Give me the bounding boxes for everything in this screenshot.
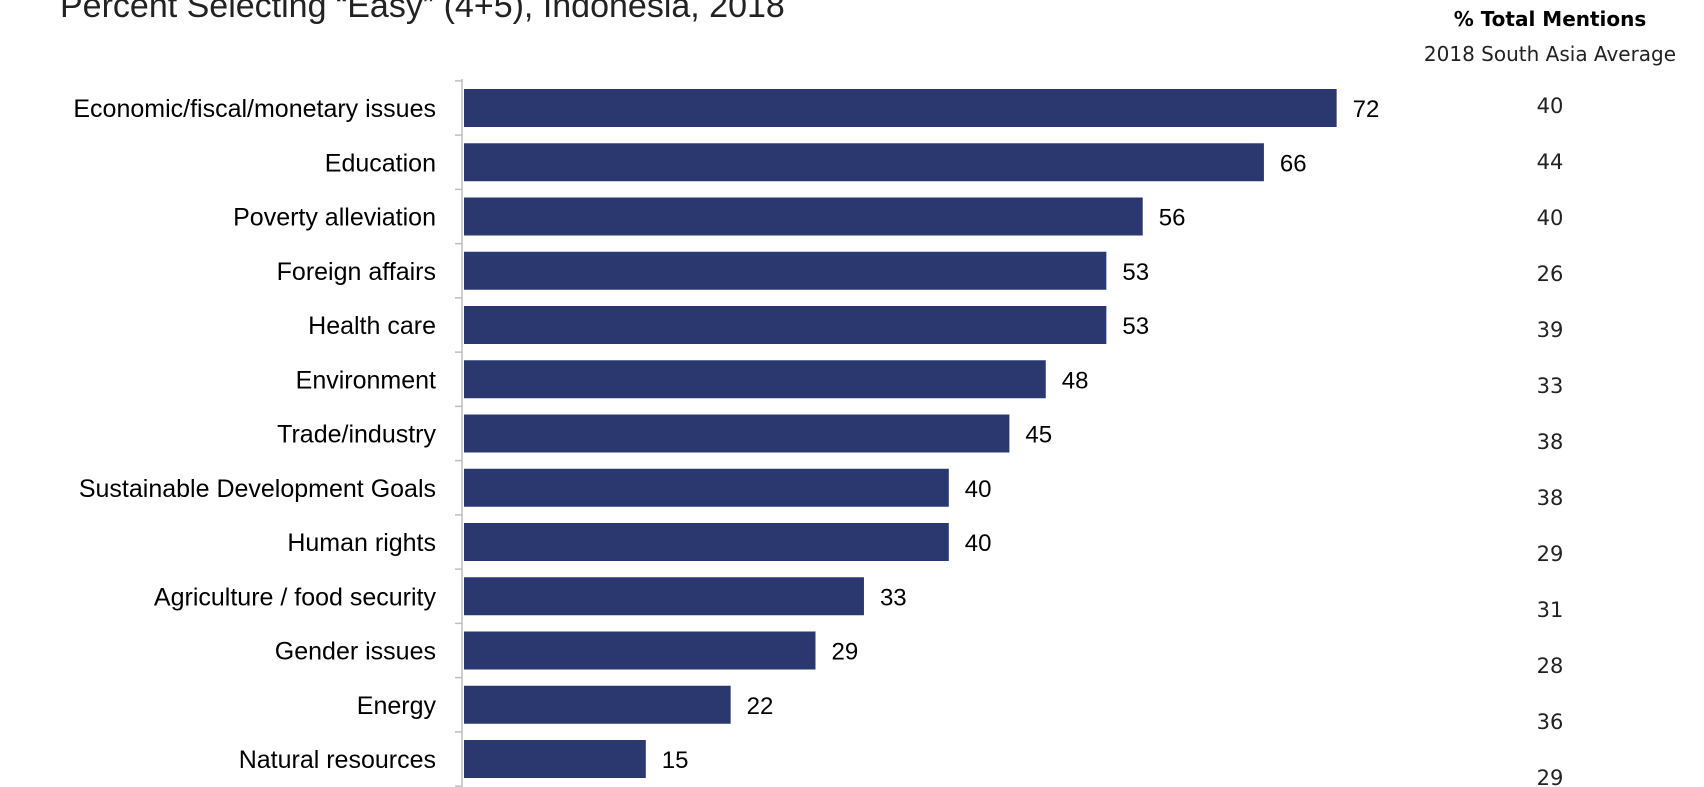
side-column-value: 39	[1537, 318, 1564, 342]
bar	[464, 685, 731, 724]
bar	[464, 251, 1107, 290]
value-label: 29	[831, 639, 858, 666]
category-label: Human rights	[287, 529, 436, 557]
bar	[464, 468, 949, 507]
category-label: Environment	[296, 366, 436, 394]
value-label: 53	[1122, 313, 1149, 340]
value-label: 53	[1122, 259, 1149, 286]
side-column-value: 38	[1537, 486, 1564, 510]
bars-group	[464, 89, 1337, 778]
category-label: Gender issues	[275, 638, 436, 666]
side-column-value: 26	[1537, 262, 1564, 286]
side-column-value: 40	[1537, 94, 1564, 118]
bar	[464, 577, 864, 616]
value-label: 48	[1062, 367, 1089, 394]
category-labels: Economic/fiscal/monetary issues Education…	[73, 95, 436, 774]
category-label: Health care	[308, 312, 436, 340]
category-label: Poverty alleviation	[233, 204, 436, 232]
bar	[464, 143, 1264, 182]
category-label: Foreign affairs	[277, 258, 436, 286]
bar	[464, 740, 646, 778]
side-column-subheading: 2018 South Asia Average	[1424, 42, 1676, 66]
value-label: 72	[1353, 96, 1380, 123]
bar	[464, 89, 1337, 127]
category-label: Education	[325, 149, 436, 177]
value-label: 15	[662, 747, 689, 774]
side-column-value: 40	[1537, 206, 1564, 230]
category-label: Economic/fiscal/monetary issues	[73, 95, 436, 123]
bar	[464, 197, 1143, 236]
side-column-value: 29	[1537, 766, 1564, 787]
category-label: Energy	[357, 692, 437, 720]
bar	[464, 631, 816, 670]
category-label: Natural resources	[239, 746, 436, 774]
bar	[464, 523, 949, 561]
category-label: Sustainable Development Goals	[79, 475, 436, 503]
category-label: Trade/industry	[277, 421, 436, 449]
side-column-values: 40 44 40 26 39 33 38 38 29 31 28 36 29	[1537, 94, 1564, 787]
bar	[464, 414, 1010, 453]
value-label: 22	[747, 693, 774, 720]
category-label: Agriculture / food security	[154, 583, 437, 611]
side-column-value: 28	[1537, 654, 1564, 678]
bar	[464, 306, 1107, 344]
side-column-value: 44	[1537, 150, 1564, 174]
value-label: 40	[965, 530, 992, 557]
side-column-value: 29	[1537, 542, 1564, 566]
chart-title: Percent Selecting “Easy” (4+5), Indonesi…	[60, 0, 785, 25]
value-label: 45	[1025, 422, 1052, 449]
bar	[464, 360, 1046, 399]
axis-ticks	[455, 80, 462, 787]
value-labels: 72 66 56 53 53 48 45 40 40 33 29 22 15	[662, 96, 1380, 774]
value-label: 33	[880, 584, 907, 611]
value-label: 56	[1159, 205, 1186, 232]
value-label: 66	[1280, 150, 1307, 177]
side-column-value: 31	[1537, 598, 1564, 622]
side-column-value: 38	[1537, 430, 1564, 454]
side-column-heading: % Total Mentions	[1454, 7, 1647, 31]
side-column-value: 33	[1537, 374, 1564, 398]
value-label: 40	[965, 476, 992, 503]
side-column-value: 36	[1537, 710, 1564, 734]
